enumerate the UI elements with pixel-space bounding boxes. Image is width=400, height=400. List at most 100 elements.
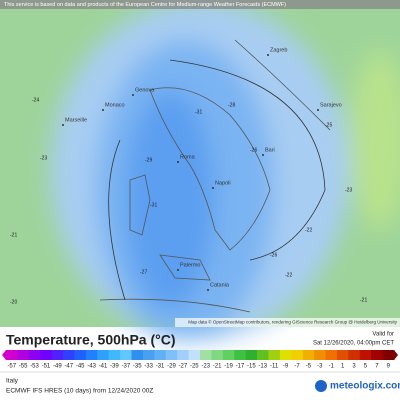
city-dot xyxy=(317,109,319,111)
contour-label: -21 xyxy=(10,232,17,238)
model: ECMWF IFS HRES (10 days) from 12/24/2020… xyxy=(6,388,153,395)
colorbar-swatch xyxy=(279,350,292,360)
colorbar-label: 9 xyxy=(387,364,391,370)
colorbar-label: -29 xyxy=(167,364,176,370)
contour-label: -27 xyxy=(140,269,147,275)
colorbar-swatch xyxy=(108,350,121,360)
colorbar-swatch xyxy=(177,350,190,360)
colorbar-label: -17 xyxy=(236,364,245,370)
colorbar-swatch xyxy=(291,350,304,360)
colorbar-swatch xyxy=(28,350,41,360)
notice: This service is based on data and produc… xyxy=(4,2,286,8)
colorbar-label: -15 xyxy=(247,364,256,370)
colorbar-swatch xyxy=(120,350,133,360)
colorbar-label: -33 xyxy=(144,364,153,370)
colorbar-swatch xyxy=(371,350,384,360)
contour-label: -23 xyxy=(345,187,352,193)
colorbar-label: -41 xyxy=(99,364,108,370)
colorbar-swatch xyxy=(200,350,212,360)
colorbar-swatch xyxy=(6,350,18,360)
colorbar-swatch xyxy=(97,350,110,360)
colorbar-label: -11 xyxy=(270,364,279,370)
colorbar-label: -9 xyxy=(283,364,289,370)
city-dot xyxy=(267,54,269,56)
colorbar-label: -49 xyxy=(53,364,62,370)
city-dot xyxy=(62,124,64,126)
colorbar-label: -13 xyxy=(258,364,267,370)
colorbar-swatch xyxy=(234,350,247,360)
colorbar-label: -57 xyxy=(7,364,16,370)
colorbar-swatch xyxy=(63,350,75,360)
contour-label: -28 xyxy=(228,102,235,108)
city-dot xyxy=(262,154,264,156)
colorbar-swatch xyxy=(154,350,167,360)
contour-label: -29 xyxy=(145,157,152,163)
colorbar-swatch xyxy=(211,350,224,360)
attribution: Map data © OpenStreetMap contributors, r… xyxy=(188,319,397,325)
contour-label: -31 xyxy=(195,109,202,115)
colorbar-swatch xyxy=(74,350,87,360)
colorbar-swatch xyxy=(268,350,281,360)
city-label: Marseille xyxy=(65,117,87,123)
contour-label: -31 xyxy=(150,202,157,208)
map: This service is based on data and produc… xyxy=(0,0,400,340)
city-label: Sarajevo xyxy=(320,102,342,108)
brand[interactable]: meteologix.com xyxy=(330,381,400,392)
colorbar-arrow xyxy=(2,350,6,360)
city-dot xyxy=(177,161,179,163)
city-label: Palermo xyxy=(180,262,200,268)
city-dot xyxy=(177,269,179,271)
colorbar-swatch xyxy=(359,350,372,360)
colorbar-label: -7 xyxy=(294,364,300,370)
colorbar-label: -37 xyxy=(121,364,130,370)
colorbar-label: -25 xyxy=(190,364,199,370)
colorbar-label: -1 xyxy=(329,364,335,370)
contour-label: -22 xyxy=(305,227,312,233)
contour-label: -22 xyxy=(285,272,292,278)
contour-label: -24 xyxy=(32,97,39,103)
colorbar-swatch xyxy=(314,350,327,360)
contour-label: -25 xyxy=(325,122,332,128)
colorbar-label: -31 xyxy=(156,364,165,370)
colorbar-label: -3 xyxy=(317,364,323,370)
valid-label: Valid for xyxy=(372,332,394,338)
city-label: Napoli xyxy=(215,180,231,186)
colorbar: -57 -55 -53 -51 -49 -47 -45 -43 -41 -39 -37 -35 -33-… xyxy=(2,350,398,370)
colorbar-swatch xyxy=(336,350,349,360)
colorbar-label: 3 xyxy=(352,364,356,370)
colorbar-label: -5 xyxy=(306,364,312,370)
colorbar-label: 5 xyxy=(364,364,368,370)
colorbar-label: -55 xyxy=(19,364,28,370)
colorbar-label: -27 xyxy=(179,364,188,370)
city-label: Monaco xyxy=(105,102,125,108)
city-dot xyxy=(132,94,134,96)
colorbar-swatch xyxy=(348,350,361,360)
logo-icon xyxy=(315,380,327,392)
contour-label: -23 xyxy=(40,155,47,161)
city-dot xyxy=(102,109,104,111)
colorbar-swatch xyxy=(85,350,98,360)
title: Temperature, 500hPa (°C) xyxy=(6,332,176,348)
colorbar-swatch xyxy=(40,350,53,360)
city-dot xyxy=(207,289,209,291)
colorbar-label: -51 xyxy=(42,364,51,370)
colorbar-label: 7 xyxy=(375,364,379,370)
colorbar-swatch xyxy=(382,350,395,360)
colorbar-swatch xyxy=(245,350,258,360)
city-label: Genova xyxy=(135,87,155,93)
region: Italy xyxy=(6,378,19,385)
colorbar-label: -21 xyxy=(213,364,222,370)
colorbar-swatch xyxy=(188,350,201,360)
colorbar-swatch xyxy=(257,350,269,360)
colorbar-swatch xyxy=(302,350,315,360)
colorbar-swatch xyxy=(142,350,155,360)
contour-label: -21 xyxy=(360,297,367,303)
colorbar-swatch xyxy=(165,350,178,360)
colorbar-arrow xyxy=(394,350,398,360)
colorbar-label: -35 xyxy=(133,364,142,370)
city-label: Catania xyxy=(210,282,230,288)
valid-time: Sat 12/26/2020, 04:00pm CET xyxy=(313,341,394,347)
colorbar-swatch xyxy=(17,350,30,360)
contour-label: -26 xyxy=(270,252,277,258)
